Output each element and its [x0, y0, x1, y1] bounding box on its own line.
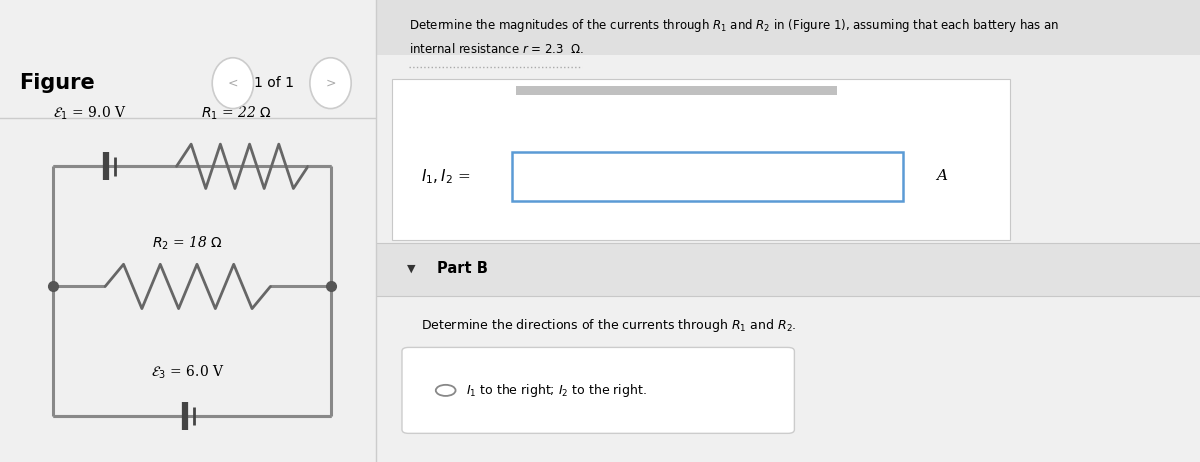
FancyBboxPatch shape	[376, 0, 1200, 55]
Text: A: A	[936, 170, 947, 183]
Text: ▼: ▼	[407, 264, 415, 274]
Text: $I_1, I_2$ =: $I_1, I_2$ =	[421, 167, 470, 186]
FancyBboxPatch shape	[516, 86, 838, 95]
FancyBboxPatch shape	[392, 79, 1010, 240]
Text: >: >	[325, 77, 336, 90]
Text: $\mathit{\mathcal{E}}_1$ = 9.0 V: $\mathit{\mathcal{E}}_1$ = 9.0 V	[53, 105, 127, 122]
Text: $R_1$ = 22 $\Omega$: $R_1$ = 22 $\Omega$	[202, 105, 272, 122]
FancyBboxPatch shape	[402, 347, 794, 433]
Text: $\mathit{\mathcal{E}}_3$ = 6.0 V: $\mathit{\mathcal{E}}_3$ = 6.0 V	[151, 364, 224, 381]
Text: <: <	[228, 77, 238, 90]
Text: Figure: Figure	[19, 73, 95, 93]
Text: $I_1$ to the right; $I_2$ to the right.: $I_1$ to the right; $I_2$ to the right.	[467, 382, 647, 399]
Text: $R_2$ = 18 $\Omega$: $R_2$ = 18 $\Omega$	[152, 234, 223, 252]
Text: Determine the magnitudes of the currents through $R_1$ and $R_2$ in (Figure 1), : Determine the magnitudes of the currents…	[408, 17, 1058, 34]
Text: Determine the directions of the currents through $R_1$ and $R_2$.: Determine the directions of the currents…	[421, 317, 797, 334]
Text: internal resistance $r$ = 2.3  $\Omega$.: internal resistance $r$ = 2.3 $\Omega$.	[408, 42, 583, 55]
Circle shape	[310, 58, 352, 109]
Text: 1 of 1: 1 of 1	[254, 76, 294, 90]
Text: Part B: Part B	[438, 261, 488, 276]
FancyBboxPatch shape	[511, 152, 904, 201]
Circle shape	[212, 58, 253, 109]
FancyBboxPatch shape	[376, 243, 1200, 296]
